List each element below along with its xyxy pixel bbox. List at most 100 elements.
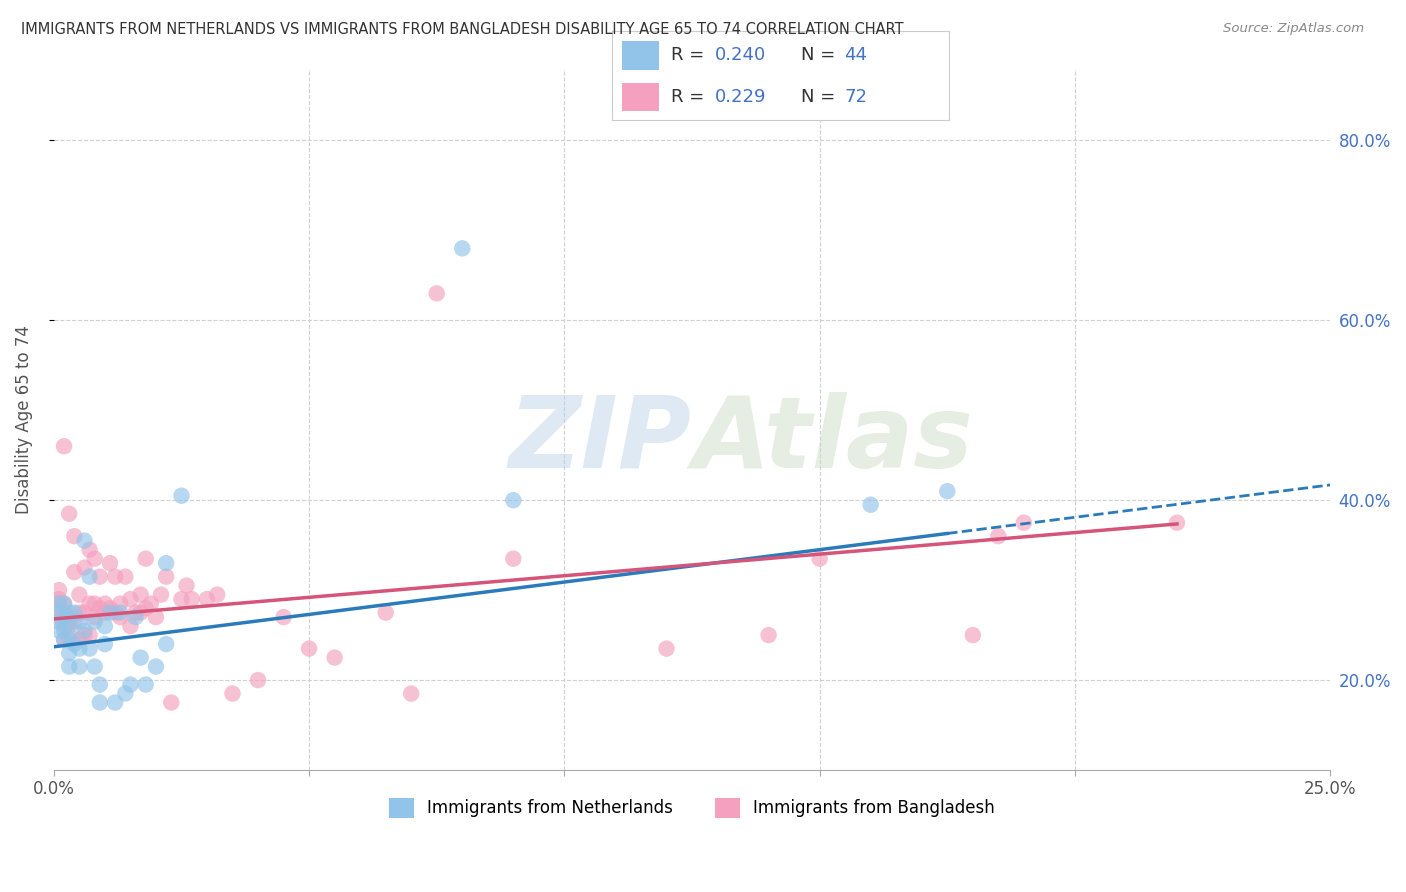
Point	[124, 610, 146, 624]
Point	[48, 583, 70, 598]
Point	[63, 637, 86, 651]
Point	[1012, 516, 1035, 530]
Text: N =: N =	[800, 88, 841, 106]
Point	[73, 606, 96, 620]
Point	[63, 529, 86, 543]
Point	[108, 606, 131, 620]
Point	[108, 597, 131, 611]
Text: 72: 72	[845, 88, 868, 106]
Point	[48, 615, 70, 629]
Point	[98, 556, 121, 570]
Point	[129, 588, 152, 602]
Point	[73, 560, 96, 574]
Point	[160, 696, 183, 710]
Point	[987, 529, 1010, 543]
Point	[48, 597, 70, 611]
Point	[67, 632, 90, 647]
Point	[63, 606, 86, 620]
Point	[120, 619, 142, 633]
Point	[936, 484, 959, 499]
Point	[451, 241, 474, 255]
Point	[79, 641, 101, 656]
Point	[98, 606, 121, 620]
Point	[221, 687, 243, 701]
Y-axis label: Disability Age 65 to 74: Disability Age 65 to 74	[15, 325, 32, 514]
Point	[58, 619, 80, 633]
Point	[58, 659, 80, 673]
Point	[48, 597, 70, 611]
Point	[150, 588, 173, 602]
Point	[120, 592, 142, 607]
Point	[94, 597, 117, 611]
Point	[808, 551, 831, 566]
Text: R =: R =	[671, 88, 710, 106]
Point	[53, 606, 76, 620]
Point	[145, 610, 167, 624]
Point	[104, 569, 127, 583]
Point	[114, 569, 136, 583]
Point	[53, 439, 76, 453]
FancyBboxPatch shape	[621, 83, 659, 112]
Text: R =: R =	[671, 46, 710, 64]
Point	[48, 606, 70, 620]
Point	[58, 507, 80, 521]
Point	[67, 615, 90, 629]
Point	[502, 551, 524, 566]
Point	[1166, 516, 1188, 530]
Text: N =: N =	[800, 46, 841, 64]
Point	[53, 597, 76, 611]
Point	[323, 650, 346, 665]
Point	[139, 597, 162, 611]
Text: Atlas: Atlas	[692, 392, 973, 489]
Point	[53, 624, 76, 638]
Point	[83, 610, 105, 624]
Text: IMMIGRANTS FROM NETHERLANDS VS IMMIGRANTS FROM BANGLADESH DISABILITY AGE 65 TO 7: IMMIGRANTS FROM NETHERLANDS VS IMMIGRANT…	[21, 22, 904, 37]
Point	[83, 615, 105, 629]
Point	[124, 606, 146, 620]
Point	[79, 542, 101, 557]
FancyBboxPatch shape	[621, 41, 659, 70]
Point	[67, 606, 90, 620]
Point	[63, 565, 86, 579]
Text: 44: 44	[845, 46, 868, 64]
Point	[135, 601, 157, 615]
Text: Source: ZipAtlas.com: Source: ZipAtlas.com	[1223, 22, 1364, 36]
Point	[155, 569, 177, 583]
Point	[83, 597, 105, 611]
Point	[247, 673, 270, 687]
Point	[48, 610, 70, 624]
Point	[53, 597, 76, 611]
Point	[176, 579, 198, 593]
Point	[180, 592, 202, 607]
Point	[48, 624, 70, 638]
Point	[195, 592, 218, 607]
Text: 0.229: 0.229	[714, 88, 766, 106]
Point	[155, 556, 177, 570]
Point	[73, 533, 96, 548]
Point	[135, 677, 157, 691]
Point	[104, 606, 127, 620]
Point	[58, 632, 80, 647]
Point	[859, 498, 882, 512]
Point	[53, 610, 76, 624]
Point	[67, 659, 90, 673]
Point	[53, 619, 76, 633]
Point	[170, 489, 193, 503]
Point	[170, 592, 193, 607]
Point	[58, 615, 80, 629]
Point	[129, 606, 152, 620]
Text: ZIP: ZIP	[509, 392, 692, 489]
Point	[58, 610, 80, 624]
Point	[98, 601, 121, 615]
Point	[104, 696, 127, 710]
Point	[108, 610, 131, 624]
Point	[145, 659, 167, 673]
Point	[53, 632, 76, 647]
Point	[48, 592, 70, 607]
Point	[73, 624, 96, 638]
Point	[374, 606, 396, 620]
Point	[205, 588, 228, 602]
Point	[129, 650, 152, 665]
Point	[73, 628, 96, 642]
Point	[79, 569, 101, 583]
